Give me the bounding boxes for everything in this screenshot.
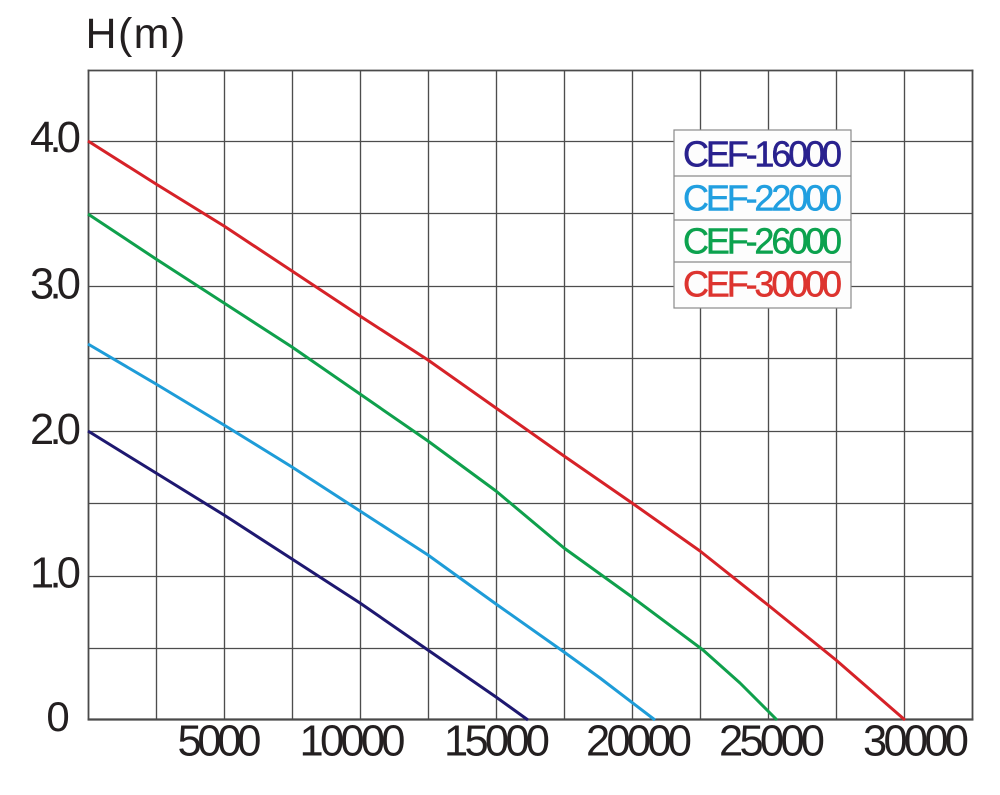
svg-text:CEF-26000: CEF-26000 xyxy=(683,221,842,262)
svg-text:CEF-16000: CEF-16000 xyxy=(683,134,842,175)
svg-text:3.0: 3.0 xyxy=(30,261,81,309)
svg-text:25000: 25000 xyxy=(719,718,825,766)
svg-text:5000: 5000 xyxy=(178,718,262,766)
svg-text:10000: 10000 xyxy=(300,718,406,766)
svg-text:1.0: 1.0 xyxy=(30,550,81,598)
svg-text:2.0: 2.0 xyxy=(30,406,81,454)
svg-text:CEF-30000: CEF-30000 xyxy=(683,264,842,305)
svg-text:4.0: 4.0 xyxy=(30,114,81,162)
svg-text:15000: 15000 xyxy=(444,718,550,766)
svg-text:30000: 30000 xyxy=(863,718,969,766)
svg-text:20000: 20000 xyxy=(586,718,692,766)
svg-text:0: 0 xyxy=(46,693,69,740)
svg-text:CEF-22000: CEF-22000 xyxy=(683,178,842,219)
svg-text:H(m): H(m) xyxy=(86,10,187,58)
